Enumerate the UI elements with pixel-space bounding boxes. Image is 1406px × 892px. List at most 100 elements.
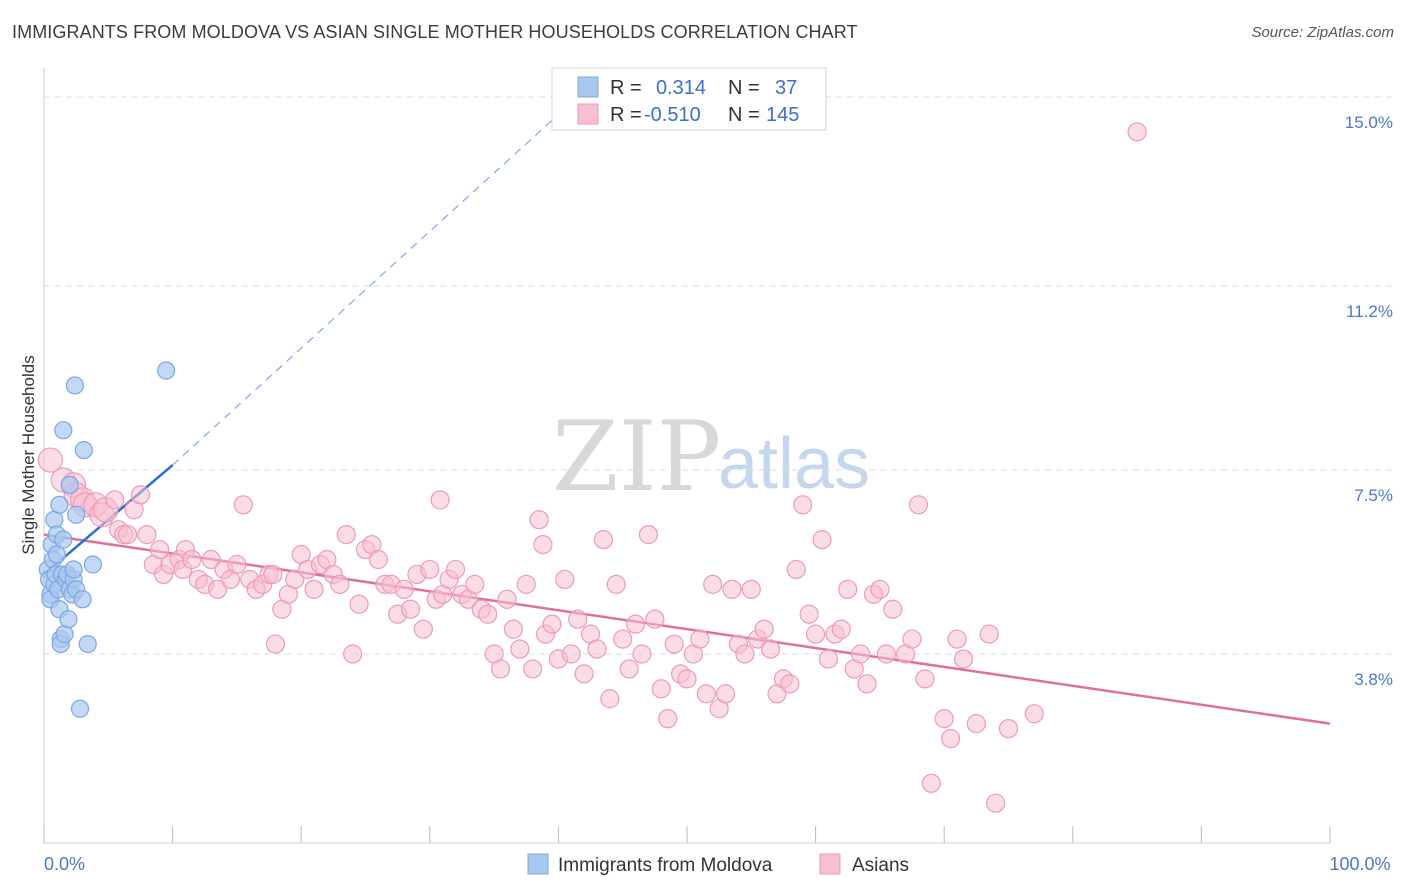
watermark-atlas: atlas [718, 424, 870, 504]
legend-r-value-2: -0.510 [644, 104, 701, 126]
legend-n-value-1: 37 [775, 77, 797, 99]
x-tick-label-0: 0.0% [44, 854, 85, 874]
y-tick-label-3: 15.0% [1345, 113, 1393, 132]
asians-point-105 [690, 629, 710, 649]
asians-point-128 [838, 579, 858, 599]
asians-point-149 [1024, 704, 1044, 724]
moldova-point-34 [78, 634, 97, 654]
asians-point-94 [619, 659, 639, 679]
chart-title: IMMIGRANTS FROM MOLDOVA VS ASIAN SINGLE … [12, 22, 858, 42]
legend-r-label-1: R = [610, 77, 642, 99]
asians-point-40 [285, 569, 305, 590]
series-legend-swatch-moldova [527, 853, 549, 875]
asians-point-31 [233, 495, 253, 515]
asians-point-91 [600, 689, 620, 709]
asians-point-146 [979, 624, 999, 644]
asians-point-122 [799, 604, 819, 624]
y-tick-labels: 3.8% 7.5% 11.2% 15.0% [1345, 113, 1393, 689]
moldova-point-27 [64, 560, 83, 579]
moldova-points [38, 361, 176, 718]
series-legend-swatch-asians [819, 853, 841, 875]
asians-point-140 [921, 773, 941, 793]
asians-point-14 [130, 485, 151, 505]
asians-point-97 [638, 525, 659, 545]
chart-source: Source: ZipAtlas.com [1251, 24, 1394, 41]
asians-point-84 [555, 569, 575, 590]
asians-point-78 [523, 659, 543, 679]
asians-point-150 [1127, 122, 1147, 142]
asians-point-121 [793, 495, 813, 515]
asians-point-130 [851, 644, 871, 664]
asians-point-142 [941, 728, 961, 749]
moldova-point-33 [74, 440, 93, 460]
asians-point-112 [735, 644, 755, 664]
asians-points [37, 122, 1147, 813]
asians-point-47 [330, 574, 350, 594]
asians-point-148 [998, 718, 1019, 739]
moldova-point-36 [157, 361, 176, 380]
asians-point-124 [812, 530, 832, 550]
asians-point-0 [37, 447, 64, 473]
moldova-point-29 [67, 505, 86, 524]
asians-point-15 [137, 525, 157, 545]
asians-point-36 [263, 564, 283, 585]
y-tick-label-1: 7.5% [1354, 486, 1393, 505]
asians-point-75 [503, 619, 523, 639]
asians-point-73 [490, 659, 511, 679]
asians-point-98 [645, 609, 665, 629]
asians-point-133 [870, 579, 890, 599]
asians-point-109 [715, 684, 736, 704]
moldova-point-17 [54, 421, 73, 440]
asians-point-87 [574, 664, 594, 684]
asians-point-139 [915, 669, 935, 689]
moldova-point-35 [83, 555, 102, 574]
asians-point-96 [632, 644, 652, 664]
asians-point-135 [883, 599, 903, 619]
asians-point-43 [304, 579, 324, 599]
asians-point-49 [343, 644, 363, 664]
asians-point-110 [722, 579, 742, 599]
asians-point-141 [934, 709, 954, 729]
watermark: ZIP atlas [552, 401, 870, 513]
asians-point-115 [754, 619, 774, 639]
moldova-point-31 [70, 699, 90, 718]
asians-point-123 [805, 624, 826, 644]
asians-point-95 [625, 614, 646, 634]
asians-point-134 [876, 644, 896, 664]
moldova-point-13 [50, 495, 69, 514]
asians-point-147 [986, 793, 1006, 813]
asians-point-125 [818, 649, 839, 669]
asians-point-113 [741, 579, 761, 599]
legend-swatch-asians [577, 103, 599, 125]
asians-point-103 [677, 669, 697, 689]
moldova-point-28 [65, 376, 84, 395]
asians-point-61 [420, 559, 440, 580]
asians-point-79 [529, 510, 549, 530]
legend-n-value-2: 145 [766, 104, 799, 126]
asians-point-106 [696, 684, 716, 704]
asians-point-80 [533, 534, 553, 555]
series-legend-label-asians: Asians [852, 855, 909, 876]
series-legend-label-moldova: Immigrants from Moldova [558, 855, 773, 876]
asians-point-66 [445, 559, 466, 580]
legend-n-label-2: N = [728, 104, 760, 126]
asians-point-71 [478, 604, 498, 624]
asians-point-107 [703, 574, 723, 594]
asians-point-127 [831, 619, 851, 639]
asians-point-143 [947, 629, 967, 649]
asians-point-145 [966, 714, 986, 734]
asians-point-144 [953, 649, 974, 669]
asians-point-93 [613, 629, 633, 649]
asians-point-92 [606, 574, 626, 594]
asians-point-100 [658, 709, 678, 729]
correlation-legend: R = 0.314 N = 37 R = -0.510 N = 145 [551, 67, 827, 131]
asians-point-137 [902, 629, 922, 649]
asians-point-101 [664, 634, 684, 654]
asians-point-138 [908, 495, 929, 515]
asians-point-26 [201, 549, 221, 570]
x-tick-labels: 0.0% 100.0% [44, 854, 1391, 874]
asians-point-89 [587, 639, 607, 659]
asians-point-131 [857, 674, 877, 694]
moldova-trend-extension [172, 96, 579, 466]
